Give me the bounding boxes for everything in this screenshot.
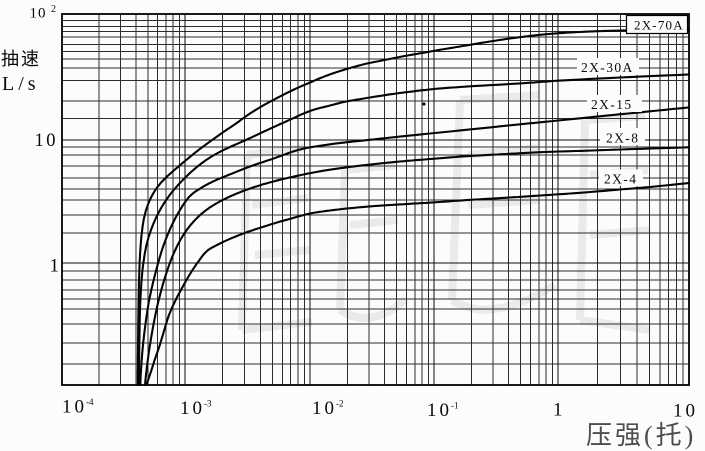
svg-text:2X-8: 2X-8 [606, 131, 639, 146]
svg-text:2: 2 [51, 4, 56, 15]
svg-text:2X-15: 2X-15 [591, 97, 633, 112]
svg-text:10: 10 [427, 400, 452, 421]
svg-text:-1: -1 [451, 401, 459, 411]
svg-text:10: 10 [62, 397, 87, 418]
svg-text:压强(托): 压强(托) [586, 421, 696, 450]
svg-text:2X-70A: 2X-70A [634, 18, 684, 33]
svg-text:10: 10 [312, 398, 337, 419]
svg-text:-4: -4 [86, 397, 94, 407]
svg-text:-3: -3 [204, 399, 212, 409]
svg-text:10: 10 [30, 6, 47, 22]
svg-text:2X-30A: 2X-30A [581, 60, 634, 75]
svg-text:1: 1 [50, 256, 60, 277]
svg-text:10: 10 [35, 131, 59, 151]
svg-text:1: 1 [553, 400, 563, 421]
svg-text:10: 10 [180, 398, 205, 419]
svg-text:L/s: L/s [2, 73, 40, 95]
svg-text:2X-4: 2X-4 [604, 172, 637, 187]
svg-text:10: 10 [673, 401, 698, 422]
svg-text:抽速: 抽速 [1, 49, 41, 69]
svg-text:-2: -2 [336, 399, 344, 409]
